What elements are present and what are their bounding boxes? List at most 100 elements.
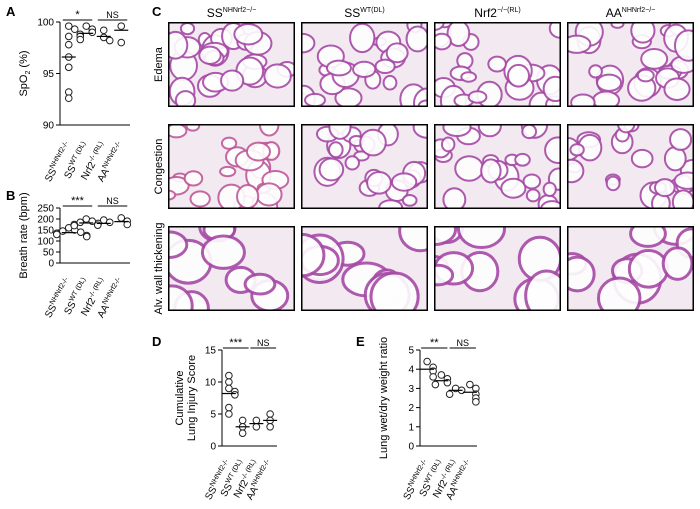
histology-image-content — [567, 124, 694, 209]
significance-label: * — [75, 9, 80, 21]
histology-image-content — [301, 226, 428, 311]
alveolus — [673, 29, 694, 62]
column-header: AANHNrf2−/− — [606, 6, 655, 20]
alveolus — [524, 269, 561, 311]
row-label: Congestion — [153, 139, 165, 195]
histology-image-border — [168, 124, 295, 209]
data-point — [266, 410, 274, 418]
significance-label: NS — [257, 338, 270, 348]
data-point — [64, 40, 73, 49]
y-axis-label-line: Lung Injury Score — [186, 355, 198, 441]
data-point — [225, 403, 233, 412]
histology-image-content — [434, 22, 561, 107]
alveolus — [629, 226, 667, 248]
alveolus — [390, 172, 418, 192]
data-point — [88, 28, 97, 37]
data-point — [225, 378, 233, 386]
y-tick-label: 250 — [37, 204, 54, 215]
y-tick-label: 95 — [43, 69, 55, 80]
alveolus — [500, 177, 527, 199]
alveolus — [318, 157, 345, 182]
alveolus — [233, 23, 264, 46]
data-point — [82, 22, 91, 30]
alveolus — [514, 152, 531, 167]
alveolus — [325, 59, 352, 77]
alveolus — [200, 234, 246, 270]
histology-image — [168, 226, 295, 311]
alveolus — [522, 173, 542, 190]
data-point — [225, 410, 233, 418]
data-point — [64, 63, 73, 72]
alveolus — [349, 22, 376, 54]
alveolus — [255, 182, 283, 207]
alveolus — [569, 143, 585, 157]
panel-label-d: D — [152, 334, 161, 349]
alveolus — [610, 22, 625, 29]
alveolus — [567, 255, 596, 293]
data-point — [76, 228, 85, 236]
data-point — [64, 88, 73, 96]
alveolus — [673, 171, 694, 190]
data-point — [266, 423, 274, 431]
histology-image-border — [168, 22, 295, 107]
histology-image-border — [434, 226, 561, 311]
category-label-sup: -/- (RL) — [88, 141, 105, 164]
alveolus — [398, 226, 428, 253]
y-tick-label: 0 — [408, 442, 414, 453]
alveolus — [185, 124, 201, 132]
y-axis-label: Breath rate (bpm) — [18, 192, 30, 278]
alveolus — [369, 271, 420, 311]
alveolus — [487, 55, 507, 73]
y-tick-label: 5 — [210, 410, 216, 421]
alveolus — [385, 42, 409, 64]
alveolus — [640, 47, 669, 70]
histology-image — [567, 124, 694, 209]
histology-image-content — [301, 22, 428, 107]
alveolus — [567, 34, 592, 54]
histology-image-content — [567, 226, 694, 311]
y-axis-label-line: Lung wet/dry weight ratio — [378, 337, 390, 459]
alveolus — [570, 93, 596, 107]
data-point — [105, 36, 114, 45]
data-point — [238, 416, 247, 425]
column-header-base: SS — [344, 6, 360, 20]
alveolus — [359, 128, 387, 157]
y-axis-label-suffix: (%) — [18, 50, 30, 70]
alveolus — [220, 69, 245, 92]
significance-label: NS — [456, 338, 469, 348]
y-tick-label: 3 — [408, 384, 414, 395]
alveolus — [382, 74, 398, 91]
category-label-base: SS — [203, 485, 219, 502]
alveolus — [245, 141, 271, 162]
alveolus — [401, 194, 418, 207]
histology-image — [567, 226, 694, 311]
histology-image-content — [301, 124, 428, 209]
y-axis-label: Lung wet/dry weight ratio — [378, 337, 390, 459]
alveolus — [440, 136, 456, 153]
alveolus — [334, 87, 363, 107]
panel-label-b: B — [6, 188, 15, 203]
category-label-base: SS — [43, 303, 59, 320]
alveolus — [219, 165, 237, 178]
histology-image-border — [301, 124, 428, 209]
alveolus — [454, 155, 484, 182]
category-label-base: SS — [219, 482, 235, 499]
histology-image — [168, 124, 295, 209]
column-header-base: Nrf2 — [474, 6, 497, 20]
alveolus — [663, 77, 691, 101]
y-tick-label: 10 — [205, 378, 217, 389]
category-label-base: AA — [96, 303, 112, 320]
y-tick-label: 200 — [37, 215, 54, 226]
histology-image-content — [168, 124, 295, 209]
panel-label-c: C — [152, 4, 162, 19]
significance-label: NS — [106, 10, 119, 20]
histology-image — [301, 22, 428, 107]
y-tick-label: 1 — [408, 422, 414, 433]
alveolus — [168, 176, 190, 196]
category-label-base: SS — [402, 485, 418, 502]
data-point — [472, 398, 480, 406]
data-point — [76, 35, 85, 44]
alveolus — [596, 73, 623, 92]
y-tick-label: 100 — [37, 237, 54, 248]
